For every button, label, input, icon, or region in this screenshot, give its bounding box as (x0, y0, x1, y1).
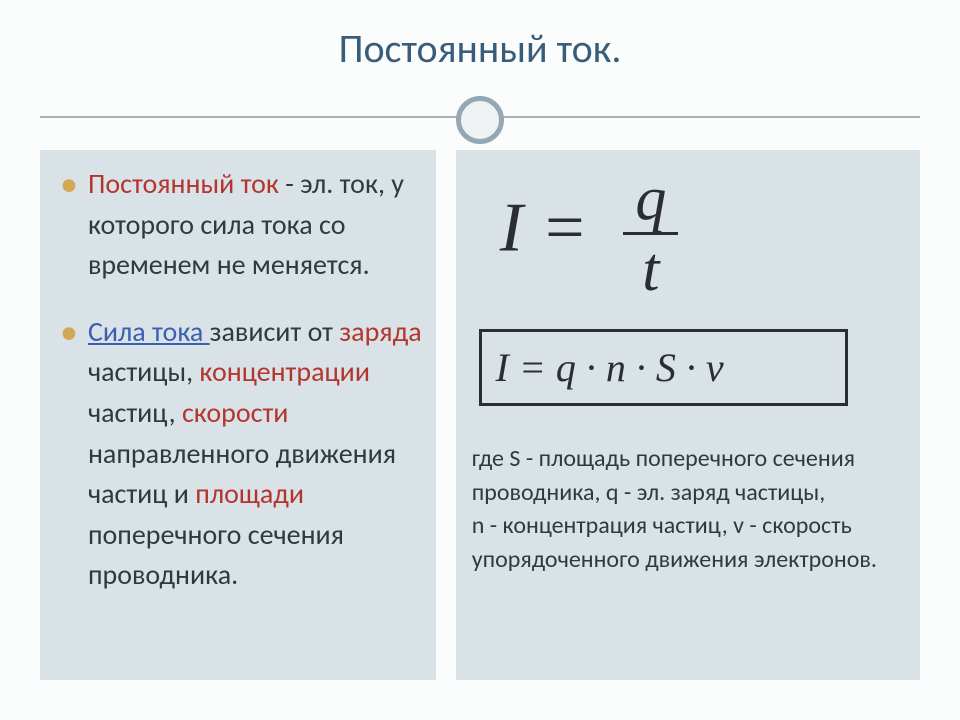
bullet-2-term: Сила тока (88, 314, 210, 349)
formula-primary: I = qt (470, 168, 910, 301)
formula-lhs: I (500, 190, 523, 267)
bullet-dot-icon: • (60, 314, 78, 596)
bullet-1-text: Постоянный ток - эл. ток, у которого сил… (88, 164, 424, 286)
bullet-1-term: Постоянный ток (88, 166, 279, 201)
fraction-denominator: t (623, 232, 678, 301)
formula-boxed: I = q · n · S · v (479, 329, 849, 406)
formula-explanation: где S - площадь поперечного сечения пров… (470, 442, 910, 576)
content-area: • Постоянный ток - эл. ток, у которого с… (40, 150, 920, 680)
bullet-2: • Сила тока зависит от заряда частицы, к… (60, 312, 424, 596)
left-panel: • Постоянный ток - эл. ток, у которого с… (40, 150, 436, 680)
bullet-dot-icon: • (60, 166, 78, 286)
slide: Постоянный ток. • Постоянный ток - эл. т… (0, 0, 960, 720)
divider-ring-icon (456, 96, 504, 144)
fraction-numerator: q (623, 168, 678, 232)
bullet-1: • Постоянный ток - эл. ток, у которого с… (60, 164, 424, 286)
right-panel: I = qt I = q · n · S · v где S - площадь… (456, 150, 920, 680)
slide-title: Постоянный ток. (0, 0, 960, 73)
fraction: qt (623, 168, 678, 301)
bullet-2-text: Сила тока зависит от заряда частицы, кон… (88, 312, 424, 596)
